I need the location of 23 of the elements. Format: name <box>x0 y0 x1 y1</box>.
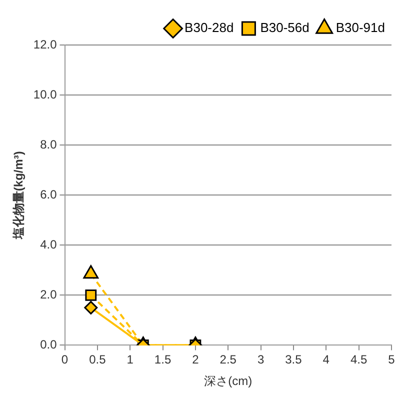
legend-label: B30-91d <box>336 20 386 36</box>
x-tick-label: 0.5 <box>89 352 106 367</box>
x-tick-label: 2.5 <box>220 352 237 367</box>
x-tick-label: 1 <box>126 352 134 367</box>
y-axis-title: 塩化物量(kg/m³) <box>12 151 26 240</box>
y-tick-label: 6.0 <box>40 187 58 202</box>
x-tick-label: 4 <box>322 352 330 367</box>
y-tick-label: 2.0 <box>40 287 58 302</box>
y-tick-label: 4.0 <box>40 237 58 252</box>
x-tick-label: 0 <box>61 352 68 367</box>
y-tick-label: 0.0 <box>40 338 58 352</box>
legend-label: B30-28d <box>184 20 234 36</box>
legend-label: B30-56d <box>260 20 310 36</box>
y-tick-label: 8.0 <box>40 137 58 152</box>
x-tick-label: 4.5 <box>350 352 368 367</box>
x-tick-label: 3.5 <box>285 352 302 367</box>
y-tick-label: 10.0 <box>33 87 58 102</box>
x-axis-title: 深さ(cm) <box>204 374 252 388</box>
x-tick-label: 2 <box>192 352 200 367</box>
x-tick-label: 3 <box>257 352 264 367</box>
y-tick-label: 12.0 <box>33 37 58 52</box>
x-tick-label: 5 <box>388 352 396 367</box>
x-tick-label: 1.5 <box>154 352 172 367</box>
